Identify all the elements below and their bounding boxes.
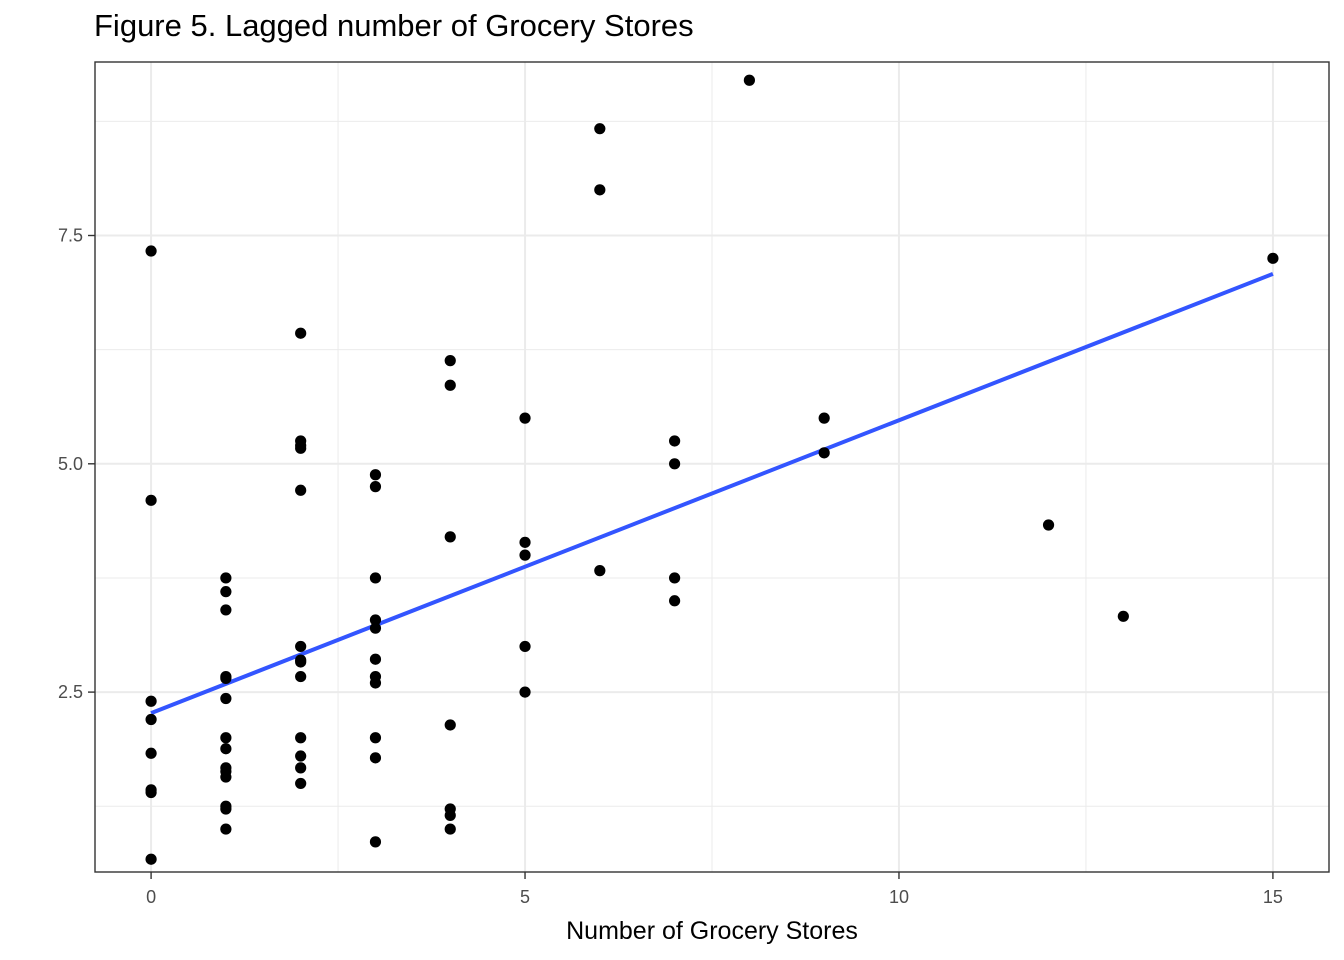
data-point xyxy=(295,442,307,454)
data-point xyxy=(519,640,531,653)
data-point xyxy=(369,653,382,665)
data-point xyxy=(444,809,456,821)
regression-line xyxy=(150,271,1274,715)
data-point xyxy=(220,823,232,835)
y-tick-label: 2.5 xyxy=(58,682,83,702)
data-point xyxy=(1267,252,1279,264)
data-point xyxy=(145,494,157,506)
data-point xyxy=(369,614,382,626)
data-point xyxy=(369,469,382,481)
data-point xyxy=(295,732,307,744)
x-axis-title: Number of Grocery Stores xyxy=(566,917,858,945)
data-point xyxy=(369,677,382,689)
data-point xyxy=(295,670,307,683)
data-point xyxy=(519,536,531,548)
data-point xyxy=(369,732,382,744)
data-point xyxy=(669,435,681,447)
data-point xyxy=(444,531,456,543)
data-point xyxy=(295,762,307,774)
y-tick-label: 5.0 xyxy=(58,454,83,474)
data-point xyxy=(220,672,232,685)
regression-line-layer xyxy=(150,271,1274,715)
data-point xyxy=(444,823,456,835)
data-point xyxy=(295,640,307,653)
data-point xyxy=(818,412,830,424)
data-point xyxy=(519,686,531,698)
data-point xyxy=(594,123,606,135)
data-point xyxy=(220,743,232,755)
data-point xyxy=(519,549,531,561)
data-point xyxy=(145,713,157,726)
data-point xyxy=(220,732,232,744)
data-point xyxy=(519,412,531,424)
data-point xyxy=(295,750,307,762)
data-point xyxy=(145,245,157,257)
data-point xyxy=(444,379,456,391)
data-point xyxy=(369,481,382,493)
data-point xyxy=(295,656,307,668)
data-point xyxy=(594,565,606,577)
data-point xyxy=(1042,519,1055,531)
data-point xyxy=(369,836,382,848)
data-point xyxy=(220,604,232,616)
data-point xyxy=(220,771,232,783)
data-point xyxy=(220,803,232,815)
axis-ticks: 0 5 10 15 2.5 5.0 7.5 xyxy=(58,226,1283,907)
data-point xyxy=(669,458,681,470)
data-point xyxy=(369,622,382,634)
chart-title: Figure 5. Lagged number of Grocery Store… xyxy=(94,8,694,43)
data-point xyxy=(669,595,681,607)
x-tick-label: 15 xyxy=(1263,887,1283,907)
data-point xyxy=(444,719,456,731)
panel-border xyxy=(94,61,1330,873)
data-point xyxy=(145,853,157,865)
x-tick-label: 0 xyxy=(146,887,156,907)
data-point xyxy=(145,695,157,707)
data-point xyxy=(145,786,157,799)
data-point xyxy=(818,447,830,459)
grid-lines xyxy=(95,62,1329,872)
data-point xyxy=(1117,610,1129,622)
data-point xyxy=(220,692,232,705)
data-point xyxy=(145,747,157,759)
data-point xyxy=(444,355,456,367)
data-point xyxy=(220,572,232,584)
data-point xyxy=(669,572,681,584)
x-tick-label: 10 xyxy=(889,887,909,907)
data-point xyxy=(594,184,606,196)
data-point xyxy=(220,586,232,598)
y-tick-label: 7.5 xyxy=(58,226,83,246)
x-tick-label: 5 xyxy=(520,887,530,907)
data-point xyxy=(295,777,307,790)
data-point xyxy=(743,74,755,86)
data-point xyxy=(369,752,382,764)
scatter-points xyxy=(145,74,1279,865)
data-point xyxy=(295,327,307,339)
data-point xyxy=(295,484,307,496)
data-point xyxy=(369,572,382,584)
